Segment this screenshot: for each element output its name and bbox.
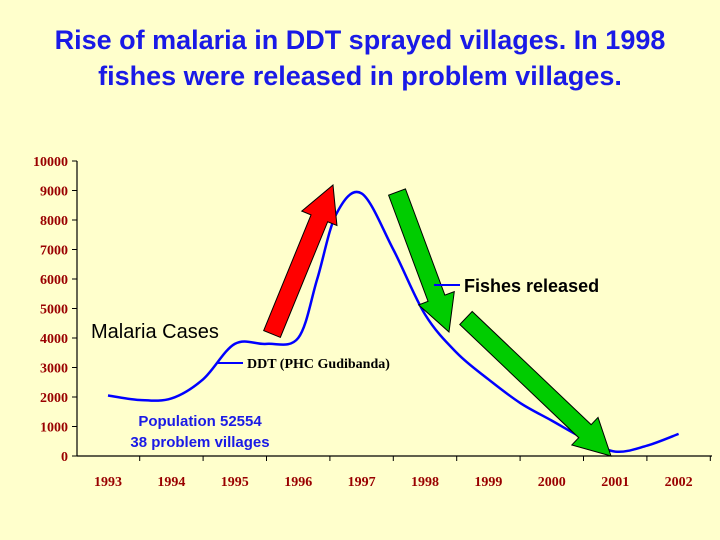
slide-title: Rise of malaria in DDT sprayed villages.…: [0, 22, 720, 94]
malaria-cases-label: Malaria Cases: [91, 321, 219, 343]
problem-villages-label: 38 problem villages: [130, 434, 269, 451]
x-tick-label: 1998: [411, 475, 439, 490]
x-tick-label: 1996: [284, 475, 312, 490]
y-tick-label: 5000: [40, 303, 68, 318]
slide-title-line-1: Rise of malaria in DDT sprayed villages.…: [54, 25, 666, 55]
y-tick-label: 4000: [40, 332, 68, 347]
chart-annotations: Malaria Cases DDT (PHC Gudibanda) Fishes r…: [91, 276, 599, 451]
fishes-released-label: Fishes released: [464, 276, 599, 296]
x-tick-label: 1995: [221, 475, 249, 490]
y-tick-label: 9000: [40, 185, 68, 200]
y-tick-label: 7000: [40, 244, 68, 259]
ddt-label: DDT (PHC Gudibanda): [247, 357, 390, 372]
y-tick-label: 10000: [33, 155, 68, 170]
slide-title-line-2: fishes were released in problem villages…: [98, 61, 622, 91]
y-tick-label: 2000: [40, 391, 68, 406]
x-tick-label: 1999: [474, 475, 502, 490]
x-tick-label: 2000: [538, 475, 566, 490]
y-tick-label: 0: [61, 450, 68, 465]
x-tick-label: 1993: [94, 475, 122, 490]
y-axis-ticks: 0 1000 2000 3000 4000 5000 6000 7000 8000 9000 100…: [33, 155, 77, 465]
x-tick-label: 2001: [601, 475, 629, 490]
decline-arrow-icon: [459, 310, 612, 457]
y-tick-label: 1000: [40, 421, 68, 436]
x-tick-label: 2002: [665, 475, 693, 490]
x-tick-label: 1994: [157, 475, 185, 490]
x-tick-label: 1997: [348, 475, 376, 490]
chart-arrows: [263, 184, 612, 457]
population-label: Population 52554: [138, 413, 262, 430]
rise-arrow-icon: [263, 184, 338, 339]
x-axis-ticks: 1993 1994 1995 1996 1997 1998 1999 2000 2001 2002: [94, 456, 711, 490]
fall-arrow-icon: [387, 188, 455, 334]
y-tick-label: 6000: [40, 273, 68, 288]
y-tick-label: 8000: [40, 214, 68, 229]
y-tick-label: 3000: [40, 362, 68, 377]
